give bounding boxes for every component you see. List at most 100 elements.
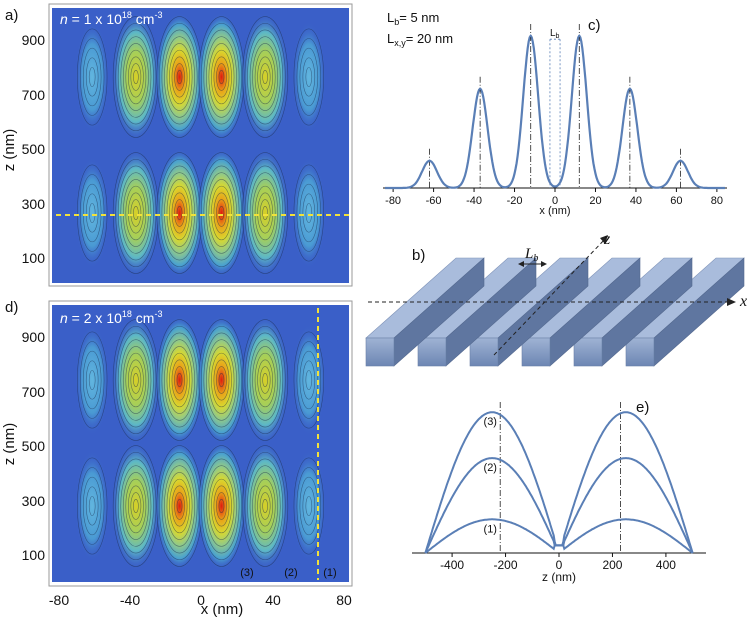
- contour-line: [299, 183, 319, 243]
- contour-line: [127, 192, 144, 234]
- contour-lobe: [241, 149, 290, 277]
- contour-line: [252, 472, 279, 540]
- panel-c-xtick: 40: [630, 195, 642, 207]
- contour-line: [164, 465, 195, 547]
- contour-lobe: [155, 316, 204, 444]
- contour-line: [171, 359, 188, 401]
- panel-b-lb: Lb: [524, 246, 538, 264]
- contour-line: [247, 29, 284, 125]
- bar-front-face: [521, 337, 551, 367]
- contour-line: [176, 498, 183, 514]
- contour-line: [164, 339, 195, 421]
- panel-c-peak-point: [529, 34, 532, 38]
- contour-line: [206, 36, 237, 118]
- contour-line: [216, 492, 227, 520]
- contour-line: [174, 63, 185, 91]
- contour-line: [249, 339, 281, 421]
- contour-line: [249, 465, 281, 547]
- contour-line: [254, 49, 276, 105]
- panel-d-lobes: [75, 316, 326, 570]
- panel-c-xtick: 20: [589, 195, 601, 207]
- contour-lobe: [241, 316, 290, 444]
- contour-line: [77, 164, 108, 262]
- panel-d-marker: (1): [323, 567, 336, 579]
- contour-line: [208, 472, 235, 540]
- bar-front-face: [573, 337, 603, 367]
- contour-line: [262, 372, 268, 388]
- contour-line: [171, 192, 188, 234]
- contour-line: [254, 478, 276, 534]
- contour-line: [296, 174, 322, 252]
- contour-line: [206, 465, 237, 547]
- contour-line: [211, 49, 232, 105]
- panel-a-ytick: 500: [22, 141, 46, 157]
- contour-line: [211, 352, 232, 408]
- panel-d-ytick: 500: [22, 438, 46, 454]
- panel-e-xtick: 0: [556, 558, 563, 572]
- contour-line: [244, 325, 286, 435]
- panel-d-ytick: 300: [22, 493, 46, 509]
- contour-line: [203, 458, 240, 554]
- panel-a-ytick: 900: [22, 32, 46, 48]
- contour-line: [247, 332, 284, 428]
- contour-lobe: [111, 316, 160, 444]
- contour-line: [262, 498, 268, 514]
- contour-line: [174, 492, 185, 520]
- contour-line: [161, 458, 198, 554]
- contour-line: [88, 370, 96, 390]
- contour-line: [133, 205, 139, 221]
- panel-d-marker: (3): [240, 567, 253, 579]
- panel-e: e) -400 -200 0 200 400 z (nm) (1) (2) (3): [412, 399, 706, 584]
- contour-line: [296, 38, 322, 116]
- contour-line: [79, 341, 105, 419]
- contour-line: [130, 366, 142, 394]
- contour-line: [82, 47, 102, 107]
- contour-line: [216, 199, 227, 227]
- contour-line: [125, 49, 147, 105]
- panel-c-xlabel: x (nm): [539, 205, 570, 217]
- panel-e-series-line: [424, 457, 694, 554]
- panel-b: b) Lb z x: [365, 231, 747, 367]
- contour-line: [120, 465, 152, 547]
- contour-line: [82, 350, 102, 410]
- contour-line: [161, 332, 198, 428]
- contour-line: [133, 498, 139, 514]
- contour-lobe: [111, 149, 160, 277]
- panel-c-xtick: 80: [711, 195, 723, 207]
- contour-line: [257, 485, 274, 527]
- panel-d-xtick: 0: [197, 592, 205, 608]
- contour-lobe: [155, 13, 204, 141]
- contour-line: [77, 457, 108, 555]
- panel-c-series-line: [385, 34, 725, 190]
- contour-line: [174, 366, 185, 394]
- contour-line: [122, 179, 149, 247]
- panel-e-xlabel: z (nm): [542, 570, 576, 584]
- contour-line: [218, 498, 225, 514]
- contour-line: [259, 366, 271, 394]
- contour-line: [244, 158, 286, 268]
- contour-line: [302, 57, 316, 97]
- contour-line: [166, 472, 193, 540]
- contour-line: [77, 331, 108, 429]
- panel-c-peak-point: [428, 159, 431, 162]
- contour-line: [211, 185, 232, 241]
- contour-line: [82, 183, 102, 243]
- panel-d-ytick: 100: [22, 547, 46, 563]
- panel-c-peak-point: [478, 87, 482, 91]
- contour-line: [218, 372, 225, 388]
- contour-line: [259, 199, 271, 227]
- panel-c-peak-point: [628, 87, 632, 91]
- contour-line: [122, 346, 149, 414]
- contour-line: [257, 192, 274, 234]
- contour-line: [117, 332, 154, 428]
- contour-lobe: [111, 442, 160, 570]
- contour-line: [127, 56, 144, 98]
- contour-lobe: [241, 442, 290, 570]
- panel-e-xtick: -200: [494, 558, 518, 572]
- contour-line: [130, 492, 142, 520]
- contour-line: [293, 28, 324, 126]
- contour-line: [218, 69, 225, 85]
- contour-line: [82, 476, 102, 536]
- panel-b-label: b): [412, 247, 425, 264]
- contour-line: [176, 372, 183, 388]
